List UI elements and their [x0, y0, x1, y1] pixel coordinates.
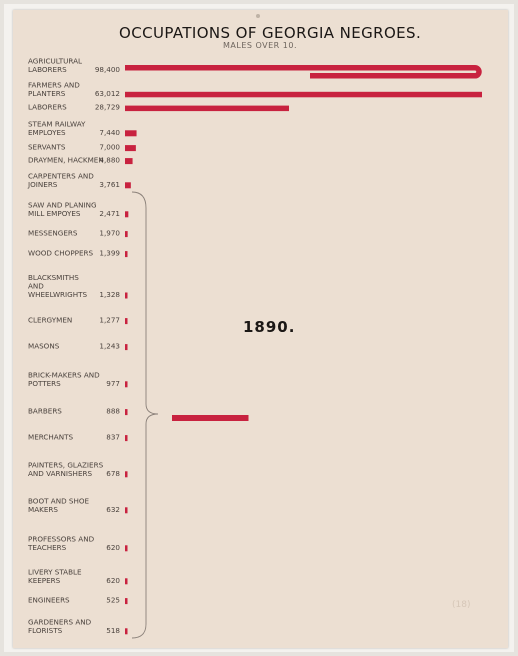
- bar: [125, 105, 289, 112]
- category-label: PROFESSORS AND TEACHERS: [27, 534, 95, 551]
- value-label: 837: [106, 433, 120, 442]
- paper-sheet: [13, 10, 508, 648]
- bar: [125, 471, 128, 478]
- bar: [125, 598, 128, 605]
- category-label: FARMERS AND PLANTERS: [28, 80, 80, 97]
- value-label: 632: [106, 505, 120, 514]
- bar: [125, 65, 482, 79]
- bar: [125, 409, 128, 416]
- bar: [125, 182, 131, 189]
- value-label: 977: [106, 379, 120, 388]
- bar: [125, 344, 128, 351]
- value-label: 1,399: [99, 249, 120, 258]
- bar: [125, 578, 128, 585]
- value-label: 518: [106, 626, 120, 635]
- value-label: 98,400: [95, 65, 121, 74]
- category-label: LABORERS: [28, 103, 67, 112]
- category-label: BARBERS: [28, 407, 62, 416]
- category-label: GARDENERS AND FLORISTS: [28, 617, 92, 634]
- category-label: SERVANTS: [28, 143, 66, 152]
- bar: [125, 158, 133, 165]
- chart-subtitle: MALES OVER 10.: [222, 41, 297, 50]
- category-label: DRAYMEN, HACKMEN: [28, 156, 104, 165]
- bar: [125, 628, 128, 635]
- category-label: MESSENGERS: [28, 229, 78, 238]
- category-label: WOOD CHOPPERS: [28, 249, 94, 258]
- value-label: 620: [106, 576, 120, 585]
- value-label: 1,277: [99, 316, 120, 325]
- category-label: BOOT AND SHOE MAKERS: [28, 496, 90, 513]
- bar: [125, 435, 128, 442]
- bar: [125, 231, 128, 238]
- value-label: 3,761: [99, 180, 120, 189]
- bar: [125, 545, 128, 552]
- category-label: BRICK-MAKERS AND POTTERS: [28, 370, 100, 387]
- bar: [125, 507, 128, 514]
- category-label: MERCHANTS: [28, 433, 73, 442]
- value-label: 525: [106, 596, 120, 605]
- category-label: ENGINEERS: [28, 596, 70, 605]
- category-label: MASONS: [28, 342, 60, 351]
- value-label: 1,243: [99, 342, 120, 351]
- bar: [125, 145, 136, 152]
- bar: [125, 91, 482, 98]
- value-label: 7,440: [99, 128, 120, 137]
- category-label: LIVERY STABLE KEEPERS: [28, 567, 82, 584]
- value-label: 888: [106, 407, 120, 416]
- value-label: 1,328: [99, 290, 120, 299]
- value-label: 1,970: [99, 229, 120, 238]
- pinhole: [256, 14, 260, 18]
- category-label: CLERGYMEN: [28, 316, 72, 325]
- bar: [125, 211, 129, 218]
- category-label: AGRICULTURAL LABORERS: [28, 56, 82, 73]
- value-label: 63,012: [95, 89, 120, 98]
- group-total-bar: [172, 415, 249, 421]
- category-label: PAINTERS, GLAZIERS AND VARNISHERS: [28, 460, 104, 477]
- group-bracket: [131, 191, 159, 639]
- value-label: 4,880: [99, 156, 120, 165]
- bar: [125, 318, 128, 325]
- chart-title: OCCUPATIONS OF GEORGIA NEGROES.: [119, 24, 422, 42]
- year-annotation: 1890.: [243, 318, 296, 336]
- category-label: STEAM RAILWAY EMPLOYES: [28, 119, 86, 136]
- value-label: 7,000: [99, 143, 120, 152]
- value-label: 28,729: [95, 103, 121, 112]
- bar: [125, 251, 128, 258]
- bar: [125, 292, 128, 299]
- archive-stamp: (18): [452, 600, 471, 610]
- value-label: 2,471: [99, 209, 120, 218]
- bar: [125, 130, 137, 137]
- category-label: SAW AND PLANING MILL EMPOYES: [28, 200, 97, 217]
- category-label: BLACKSMITHS AND WHEELWRIGHTS: [28, 273, 88, 299]
- value-label: 678: [106, 469, 120, 478]
- bar: [125, 381, 128, 388]
- category-label: CARPENTERS AND JOINERS: [27, 171, 94, 188]
- value-label: 620: [106, 543, 120, 552]
